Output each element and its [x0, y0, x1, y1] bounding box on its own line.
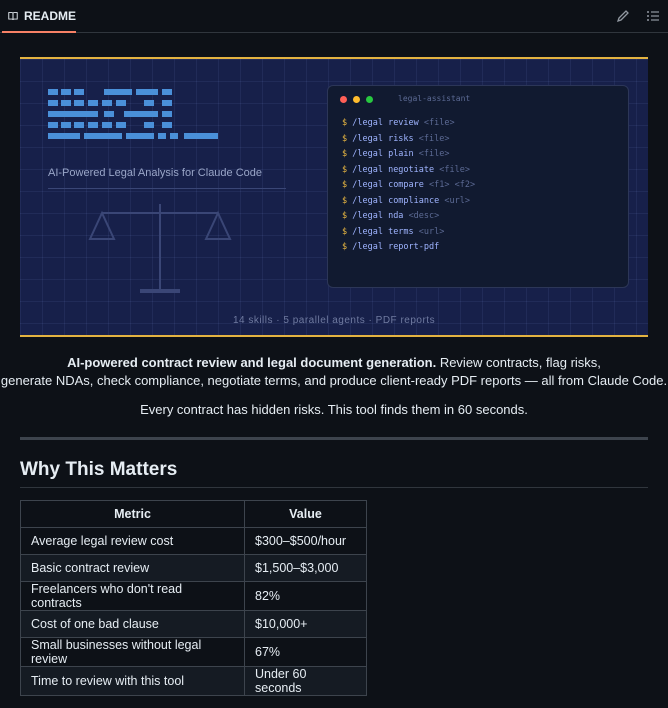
intro-paragraph: AI-powered contract review and legal doc…	[0, 354, 668, 390]
command-text: /legal risks	[352, 133, 414, 144]
intro-bold: AI-powered contract review and legal doc…	[67, 355, 437, 370]
table-cell-value: $1,500–$3,000	[244, 554, 367, 582]
banner-footer: 14 skills · 5 parallel agents · PDF repo…	[232, 315, 436, 326]
command-arg: <file>	[418, 149, 450, 159]
prompt-symbol: $	[342, 195, 348, 206]
scales-of-justice-icon	[88, 204, 232, 293]
command-text: /legal terms	[352, 226, 414, 237]
prompt-symbol: $	[342, 118, 348, 128]
readme-header: README	[0, 0, 668, 33]
heading-underline	[20, 487, 648, 488]
terminal-lines: $ /legal review <file> $ /legal risks <fi…	[342, 116, 475, 256]
table-cell-metric: Basic contract review	[20, 554, 245, 582]
table-cell-value: Under 60 seconds	[244, 666, 367, 696]
banner-image: AI-Powered Legal Analysis for Claude Cod…	[20, 57, 648, 337]
minimize-dot	[353, 96, 360, 103]
table-row: Freelancers who don't read contracts 82%	[20, 581, 367, 611]
close-dot	[340, 96, 347, 103]
table-cell-value: $300–$500/hour	[244, 527, 367, 555]
table-header-metric: Metric	[20, 500, 245, 528]
terminal-command-line: $ /legal compare <f1> <f2>	[342, 178, 475, 194]
command-arg: <file>	[423, 118, 455, 128]
section-heading: Why This Matters	[20, 459, 178, 480]
table-row: Small businesses without legal review 67…	[20, 637, 367, 667]
command-arg: <file>	[439, 164, 470, 175]
banner-rule	[48, 188, 286, 189]
command-text: /legal plain	[352, 149, 414, 159]
table-row: Basic contract review $1,500–$3,000	[20, 554, 367, 582]
prompt-symbol: $	[342, 164, 348, 175]
metrics-table: Metric Value Average legal review cost $…	[20, 500, 367, 696]
table-cell-value: 82%	[244, 581, 367, 611]
banner-tagline: AI-Powered Legal Analysis for Claude Cod…	[48, 167, 263, 179]
terminal-command-line: $ /legal terms <url>	[342, 225, 475, 241]
terminal-command-line: $ /legal risks <file>	[342, 132, 475, 148]
prompt-symbol: $	[342, 149, 348, 159]
book-icon	[8, 11, 18, 20]
terminal-window: legal-assistant $ /legal review <file> $ …	[327, 85, 629, 288]
command-arg: <file>	[418, 133, 450, 144]
table-cell-metric: Freelancers who don't read contracts	[20, 581, 245, 611]
terminal-command-line: $ /legal report-pdf	[342, 240, 475, 256]
intro-line1: Review contracts, flag risks,	[436, 355, 601, 370]
prompt-symbol: $	[342, 242, 348, 252]
tagline-paragraph: Every contract has hidden risks. This to…	[140, 402, 528, 417]
command-arg: <f1> <f2>	[429, 180, 476, 190]
prompt-symbol: $	[342, 133, 348, 144]
horizontal-rule	[20, 437, 648, 440]
table-cell-metric: Small businesses without legal review	[20, 637, 245, 667]
table-cell-value: $10,000+	[244, 610, 367, 638]
logo-wordmark	[48, 89, 218, 139]
terminal-command-line: $ /legal compliance <url>	[342, 194, 475, 210]
command-text: /legal report-pdf	[352, 242, 440, 252]
command-text: /legal review	[352, 118, 419, 128]
tab-readme[interactable]: README	[2, 0, 76, 33]
terminal-command-line: $ /legal negotiate <file>	[342, 163, 475, 179]
table-cell-metric: Average legal review cost	[20, 527, 245, 555]
command-arg: <desc>	[408, 211, 440, 221]
terminal-command-line: $ /legal nda <desc>	[342, 209, 475, 225]
table-cell-value: 67%	[244, 637, 367, 667]
command-text: /legal negotiate	[352, 164, 435, 175]
table-header-row: Metric Value	[20, 500, 367, 528]
table-cell-metric: Cost of one bad clause	[20, 610, 245, 638]
table-header-value: Value	[244, 500, 367, 528]
table-row: Cost of one bad clause $10,000+	[20, 610, 367, 638]
command-arg: <url>	[444, 195, 470, 206]
command-text: /legal compliance	[352, 195, 440, 206]
prompt-symbol: $	[342, 211, 348, 221]
command-text: /legal nda	[352, 211, 404, 221]
intro-line2: generate NDAs, check compliance, negotia…	[0, 373, 668, 388]
tab-readme-label: README	[23, 8, 76, 23]
terminal-command-line: $ /legal plain <file>	[342, 147, 475, 163]
prompt-symbol: $	[342, 180, 348, 190]
table-cell-metric: Time to review with this tool	[20, 666, 245, 696]
list-icon[interactable]	[645, 8, 661, 24]
terminal-title: legal-assistant	[398, 94, 471, 103]
maximize-dot	[366, 96, 373, 103]
command-text: /legal compare	[352, 180, 424, 190]
command-arg: <url>	[418, 226, 445, 237]
terminal-command-line: $ /legal review <file>	[342, 116, 475, 132]
table-row: Average legal review cost $300–$500/hour	[20, 527, 367, 555]
prompt-symbol: $	[342, 226, 348, 237]
pencil-icon[interactable]	[615, 8, 631, 24]
table-row: Time to review with this tool Under 60 s…	[20, 666, 367, 696]
